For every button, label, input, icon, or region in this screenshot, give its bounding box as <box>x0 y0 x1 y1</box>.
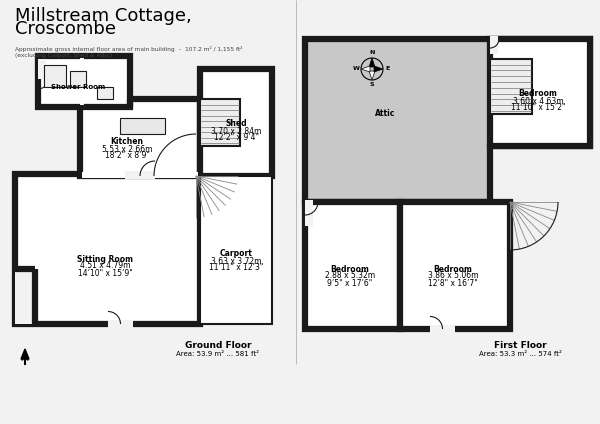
Bar <box>200 69 272 176</box>
Polygon shape <box>21 349 29 359</box>
Text: Millstream Cottage,: Millstream Cottage, <box>15 7 192 25</box>
Text: S: S <box>370 83 374 87</box>
Bar <box>430 325 455 333</box>
Text: 11’11" x 12’3": 11’11" x 12’3" <box>209 263 263 273</box>
Bar <box>44 65 66 87</box>
Polygon shape <box>369 71 375 80</box>
Text: Area: 53.3 m² ... 574 ft²: Area: 53.3 m² ... 574 ft² <box>479 351 562 357</box>
Polygon shape <box>374 66 383 72</box>
Text: Shed: Shed <box>225 120 247 128</box>
Text: 3.60 x 4.63m: 3.60 x 4.63m <box>512 97 563 106</box>
Text: 3.86 x 5.06m: 3.86 x 5.06m <box>428 271 478 281</box>
Text: Bedroom: Bedroom <box>518 89 557 98</box>
Text: Kitchen: Kitchen <box>110 137 143 147</box>
Text: 11’10" x 15’2": 11’10" x 15’2" <box>511 103 565 112</box>
Text: 2.88 x 5.32m: 2.88 x 5.32m <box>325 271 375 281</box>
Polygon shape <box>361 66 370 72</box>
Text: E: E <box>386 67 390 72</box>
Text: 3.70 x 2.84m: 3.70 x 2.84m <box>211 126 261 136</box>
Text: Carport: Carport <box>220 249 253 259</box>
Text: Approximate gross internal floor area of main building  –  107.2 m² / 1,155 ft²: Approximate gross internal floor area of… <box>15 46 242 52</box>
Text: Bedroom: Bedroom <box>434 265 472 273</box>
Text: Shower Room: Shower Room <box>51 84 105 90</box>
Text: (excluding Carport, Shed & Attic): (excluding Carport, Shed & Attic) <box>15 53 112 58</box>
Bar <box>97 87 113 99</box>
Text: 18’2" x 8’9": 18’2" x 8’9" <box>104 151 149 161</box>
Text: 14’10" x 15’9": 14’10" x 15’9" <box>77 268 133 277</box>
Bar <box>305 202 400 329</box>
Text: W: W <box>353 67 359 72</box>
Bar <box>80 58 84 105</box>
Bar <box>305 200 313 226</box>
Bar <box>400 202 510 329</box>
Text: 4.51 x 4.79m: 4.51 x 4.79m <box>80 262 130 271</box>
Text: Attic: Attic <box>375 109 395 118</box>
Text: 3.63 x 3.72m: 3.63 x 3.72m <box>211 257 261 265</box>
Text: Ground Floor: Ground Floor <box>185 341 251 351</box>
Bar <box>15 174 200 324</box>
Bar <box>38 59 46 79</box>
Bar <box>200 176 272 324</box>
Text: Bedroom: Bedroom <box>331 265 370 273</box>
Text: 12’8" x 16’7": 12’8" x 16’7" <box>428 279 478 287</box>
Polygon shape <box>369 58 375 67</box>
Text: First Floor: First Floor <box>494 341 547 351</box>
Bar <box>108 320 133 328</box>
Bar <box>80 99 200 176</box>
Bar <box>15 269 35 324</box>
Bar <box>82 172 198 178</box>
Text: Sitting Room: Sitting Room <box>77 254 133 263</box>
Bar <box>490 39 590 146</box>
Text: N: N <box>370 50 374 56</box>
Bar <box>70 71 86 87</box>
Bar <box>490 36 498 54</box>
Text: 12’2" x 9’4": 12’2" x 9’4" <box>214 134 259 142</box>
Polygon shape <box>305 39 590 202</box>
Text: 5.53 x 2.66m: 5.53 x 2.66m <box>102 145 152 153</box>
Text: Area: 53.9 m² ... 581 ft²: Area: 53.9 m² ... 581 ft² <box>176 351 260 357</box>
Bar <box>125 171 155 179</box>
Bar <box>38 56 130 107</box>
Bar <box>490 59 532 114</box>
Bar <box>200 99 240 146</box>
Text: 9’5" x 17’6": 9’5" x 17’6" <box>328 279 373 287</box>
Text: Croscombe: Croscombe <box>15 20 116 38</box>
Bar <box>120 118 165 134</box>
